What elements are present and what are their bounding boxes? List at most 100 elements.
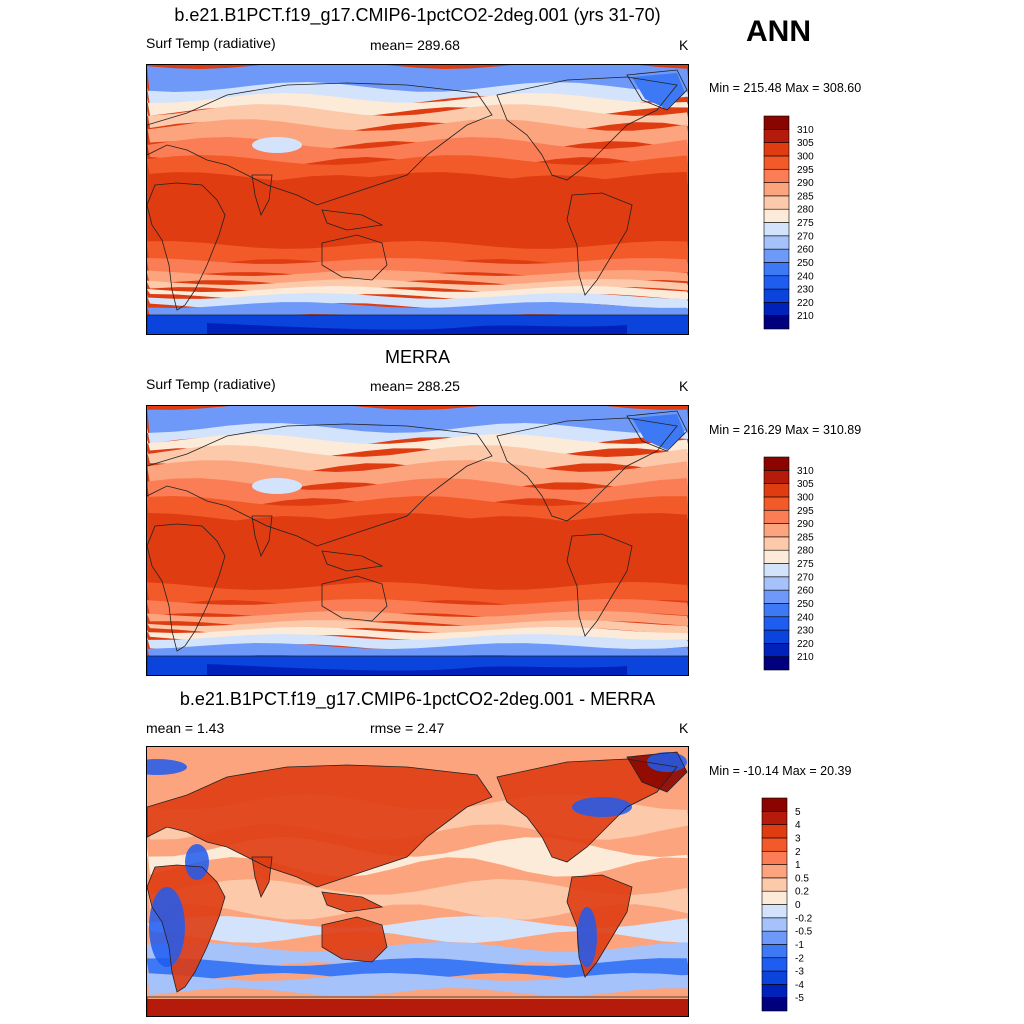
panel-3-colorbar-swatch-14 [761, 811, 788, 825]
panel-1-colorbar-swatch-11 [763, 168, 790, 183]
panel-3-colorbar-swatch-13 [761, 824, 788, 839]
panel-3-map-band-southern-ocean-c [147, 973, 688, 996]
panel-1-map-band-antarctic-edge [147, 302, 688, 320]
panel-1-colorbar-swatch-0 [763, 315, 790, 330]
panel-1-mean-label: mean= 289.68 [370, 37, 460, 53]
panel-1-colorbar-swatch-2 [763, 288, 790, 303]
panel-1-colorbar-tick-label: 305 [797, 138, 814, 149]
panel-1-colorbar-tick-label: 295 [797, 165, 814, 176]
panel-2-colorbar-plot: 310 305 300 295 290 285 280 275 270 260 250 240 230 2… [763, 456, 814, 671]
panel-3-colorbar-tick-label: -3 [795, 967, 804, 978]
panel-3-colorbar: 5 4 3 2 1 0.5 0.2 0 -0.2 -0.5 -1 -2 -3 -4 -5 [761, 797, 832, 1012]
panel-3-title: b.e21.B1PCT.f19_g17.CMIP6-1pctCO2-2deg.0… [179, 689, 656, 709]
panel-3-map-coastline [251, 856, 273, 899]
panel-3-colorbar-tick-label: -0.5 [795, 927, 813, 938]
panel-2-colorbar-swatch-14 [763, 470, 790, 484]
panel-2-colorbar-swatch-9 [763, 536, 790, 551]
panel-3-colorbar-swatch-7 [761, 904, 788, 919]
panel-3-colorbar-swatch-8 [761, 890, 788, 905]
panel-1-map-coastline [626, 69, 688, 111]
panel-1-colorbar-swatch-13 [763, 142, 790, 157]
panel-3-map-land-anomaly [322, 917, 387, 962]
panel-3-map-cold-patch [147, 759, 187, 775]
panel-2-colorbar-swatch-11 [763, 509, 790, 524]
panel-3-colorbar-swatch-5 [761, 930, 788, 945]
panel-3-colorbar-tick-label: -1 [795, 940, 804, 951]
panel-3-colorbar-swatch-6 [761, 917, 788, 932]
panel-1-colorbar-plot: 310 305 300 295 290 285 280 275 270 260 250 240 230 2… [763, 115, 814, 330]
panel-2-map-plot [147, 406, 688, 675]
panel-3-map-cold-patch [577, 907, 597, 967]
panel-2-colorbar-tick-label: 260 [797, 586, 814, 597]
panel-1-colorbar-tick-label: 285 [797, 191, 814, 202]
panel-1-colorbar-swatch-9 [763, 195, 790, 210]
panel-2-map-coastline [321, 575, 388, 622]
panel-2-variable-label: Surf Temp (radiative) [146, 376, 276, 392]
panel-3-colorbar-tick-label: 4 [795, 820, 801, 831]
panel-1-colorbar-tick-label: 250 [797, 258, 814, 269]
panel-2-colorbar-tick-label: 270 [797, 572, 814, 583]
panel-2-colorbar-swatch-3 [763, 616, 790, 631]
panel-2-mean-label: mean= 288.25 [370, 378, 460, 394]
panel-3-colorbar-tick-label: -4 [795, 980, 804, 991]
panel-1-colorbar-tick-label: 275 [797, 218, 814, 229]
panel-2-map-band-warm [147, 478, 688, 510]
panel-1-variable-label: Surf Temp (radiative) [146, 35, 276, 51]
panel-2-map-coastline [321, 550, 384, 572]
panel-3-map-band-southern-ocean-b [147, 958, 688, 981]
panel-3-colorbar-swatch-2 [761, 970, 788, 985]
panel-1-colorbar-tick-label: 310 [797, 125, 814, 136]
panel-1-map-coastline [321, 209, 384, 231]
panel-1-colorbar: 310 305 300 295 290 285 280 275 270 260 250 240 230 2… [763, 115, 834, 330]
panel-1-map-tibet [252, 137, 302, 153]
panel-2-map-coastline [147, 423, 493, 547]
panel-2-colorbar-swatch-4 [763, 603, 790, 618]
panel-1-map-band-subtropical [147, 155, 688, 185]
panel-2-units-label: K [679, 378, 689, 394]
panel-1-map-plot [147, 65, 688, 334]
panel-3-map-plot [147, 747, 688, 1016]
panel-1-map-coastline [251, 174, 273, 217]
panel-1-colorbar-tick-label: 220 [797, 298, 814, 309]
panel-1-colorbar-tick-label: 280 [797, 205, 814, 216]
panel-2-colorbar-tick-label: 275 [797, 559, 814, 570]
panel-2-colorbar-swatch-0 [763, 656, 790, 671]
panel-3-colorbar-swatch-4 [761, 944, 788, 959]
panel-1-map-coastline [147, 82, 493, 206]
panel-1-map-greenland [632, 73, 685, 109]
panel-2-map-coastline [251, 515, 273, 558]
panel-1-colorbar-swatch-6 [763, 235, 790, 250]
panel-3-map-coastline [147, 764, 493, 888]
panel-2-colorbar-swatch-2 [763, 629, 790, 644]
panel-3-map-coastline [147, 864, 226, 993]
panel-3-colorbar-swatch-12 [761, 837, 788, 852]
panel-2-map-band-subtropical [147, 496, 688, 526]
panel-2-colorbar-tick-label: 305 [797, 479, 814, 490]
panel-1-map-coastline [147, 182, 226, 311]
panel-3-range-label: Min = -10.14 Max = 20.39 [709, 764, 852, 778]
panel-1-colorbar-tick-label: 210 [797, 311, 814, 322]
panel-2-colorbar-tick-label: 285 [797, 532, 814, 543]
panel-3-colorbar-swatch-1 [761, 984, 788, 998]
panel-3-map-land-anomaly [147, 765, 492, 887]
panel-3-map-coastline [496, 758, 678, 863]
panel-1-colorbar-swatch-14 [763, 129, 790, 143]
panel-3-colorbar-tick-label: -2 [795, 953, 804, 964]
panel-2-colorbar-swatch-6 [763, 576, 790, 591]
panel-1-map-coastline [147, 314, 688, 334]
panel-1-colorbar-swatch-5 [763, 248, 790, 263]
panel-3-colorbar-plot: 5 4 3 2 1 0.5 0.2 0 -0.2 -0.5 -1 -2 -3 -4 -5 [761, 797, 813, 1012]
panel-2-map-coastline [626, 410, 688, 452]
panel-3-map-cold-patch [647, 752, 687, 772]
panel-2-map-coastline [496, 417, 678, 522]
panel-3-mean-label: mean = 1.43 [146, 720, 225, 736]
panel-3-map-coastline [321, 916, 388, 963]
panel-1-map-band-south-warm [147, 258, 688, 278]
panel-1-colorbar-tick-label: 290 [797, 178, 814, 189]
panel-3-colorbar-swatch-15 [761, 797, 788, 812]
panel-2-colorbar-tick-label: 220 [797, 639, 814, 650]
panel-2-map-coastline [566, 533, 633, 637]
panel-3-colorbar-swatch-10 [761, 864, 788, 879]
panel-1-map-coastline [566, 192, 633, 296]
panel-3-map-cold-patch [149, 887, 185, 967]
